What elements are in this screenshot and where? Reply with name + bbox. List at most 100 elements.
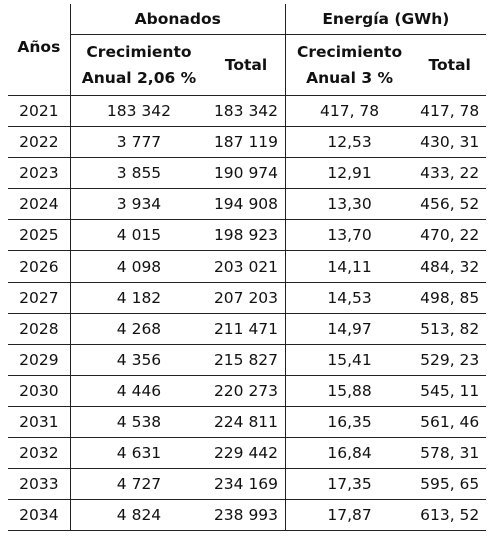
- year-cell: 2032: [8, 437, 71, 470]
- year-cell: 2025: [8, 219, 71, 252]
- energia-total-cell: 513, 82: [413, 313, 486, 345]
- abonados-total-cell: 211 471: [207, 313, 286, 345]
- energia-growth-cell: 14,53: [285, 282, 414, 314]
- header-row-sub: Crecimiento Anual 2,06 % Total Crecimien…: [8, 34, 486, 96]
- table-row: 2029 4 356 215 827 15,41 529, 23: [8, 344, 486, 376]
- abonados-growth-line1: Crecimiento: [86, 43, 192, 61]
- energia-growth-cell: 12,91: [285, 157, 414, 190]
- energia-growth-cell: 12,53: [285, 126, 414, 159]
- abonados-growth-cell: 3 777: [70, 126, 208, 159]
- abonados-total-cell: 194 908: [207, 188, 286, 221]
- abonados-total-cell: 203 021: [207, 250, 286, 283]
- table-row: 2028 4 268 211 471 14,97 513, 82: [8, 313, 486, 345]
- table-row: 2027 4 182 207 203 14,53 498, 85: [8, 282, 486, 314]
- table-row: 2025 4 015 198 923 13,70 470, 22: [8, 219, 486, 252]
- energia-total-cell: 561, 46: [413, 406, 486, 439]
- energia-growth-cell: 417, 78: [285, 95, 414, 128]
- energia-growth-cell: 16,84: [285, 437, 414, 470]
- abonados-growth-cell: 4 538: [70, 406, 208, 439]
- year-cell: 2022: [8, 126, 71, 159]
- energia-total-cell: 417, 78: [413, 95, 486, 128]
- table-body: 2021 183 342 183 342 417, 78 417, 78 2022 3 77…: [8, 95, 486, 532]
- energia-growth-cell: 17,35: [285, 468, 414, 501]
- table-header: Años Abonados Energía (GWh) Crecimiento …: [8, 4, 486, 96]
- abonados-total-cell: 198 923: [207, 219, 286, 252]
- table-row: 2033 4 727 234 169 17,35 595, 65: [8, 468, 486, 501]
- table-row: 2026 4 098 203 021 14,11 484, 32: [8, 250, 486, 283]
- abonados-growth-line2: Anual 2,06 %: [81, 69, 197, 87]
- abonados-growth-cell: 183 342: [70, 95, 208, 128]
- energia-total-cell: 498, 85: [413, 282, 486, 314]
- year-cell: 2024: [8, 188, 71, 221]
- energia-growth-cell: 13,70: [285, 219, 414, 252]
- energia-total-cell: 529, 23: [413, 344, 486, 376]
- abonados-total-cell: 187 119: [207, 126, 286, 159]
- year-cell: 2034: [8, 499, 71, 532]
- energia-total-cell: 578, 31: [413, 437, 486, 470]
- energia-total-cell: 484, 32: [413, 250, 486, 283]
- abonados-growth-cell: 4 446: [70, 375, 208, 407]
- year-cell: 2030: [8, 375, 71, 407]
- energia-total-cell: 595, 65: [413, 468, 486, 501]
- abonados-growth-header: Crecimiento Anual 2,06 %: [70, 34, 208, 96]
- energia-growth-cell: 17,87: [285, 499, 414, 532]
- header-row-top: Años Abonados Energía (GWh): [8, 4, 486, 96]
- energia-growth-header: Crecimiento Anual 3 %: [285, 34, 414, 96]
- abonados-growth-cell: 4 268: [70, 313, 208, 345]
- table-row: 2022 3 777 187 119 12,53 430, 31: [8, 126, 486, 159]
- abonados-growth-cell: 4 356: [70, 344, 208, 376]
- energia-growth-cell: 14,11: [285, 250, 414, 283]
- abonados-total-cell: 238 993: [207, 499, 286, 532]
- energia-growth-cell: 15,41: [285, 344, 414, 376]
- table-row: 2030 4 446 220 273 15,88 545, 11: [8, 375, 486, 407]
- abonados-growth-cell: 4 182: [70, 282, 208, 314]
- energia-header: Energía (GWh): [285, 4, 486, 35]
- energia-total-cell: 430, 31: [413, 126, 486, 159]
- energia-growth-cell: 16,35: [285, 406, 414, 439]
- abonados-total-cell: 215 827: [207, 344, 286, 376]
- abonados-total-cell: 224 811: [207, 406, 286, 439]
- abonados-total-cell: 220 273: [207, 375, 286, 407]
- projection-table: Años Abonados Energía (GWh) Crecimiento …: [8, 4, 486, 532]
- year-cell: 2021: [8, 95, 71, 128]
- energia-growth-line1: Crecimiento: [297, 43, 403, 61]
- abonados-total-cell: 234 169: [207, 468, 286, 501]
- abonados-growth-cell: 4 015: [70, 219, 208, 252]
- abonados-total-cell: 207 203: [207, 282, 286, 314]
- year-cell: 2033: [8, 468, 71, 501]
- table-row: 2024 3 934 194 908 13,30 456, 52: [8, 188, 486, 221]
- year-cell: 2029: [8, 344, 71, 376]
- energia-growth-cell: 15,88: [285, 375, 414, 407]
- abonados-growth-cell: 4 098: [70, 250, 208, 283]
- table-row: 2021 183 342 183 342 417, 78 417, 78: [8, 95, 486, 128]
- energia-total-cell: 613, 52: [413, 499, 486, 532]
- years-header: Años: [8, 4, 71, 96]
- energia-growth-cell: 14,97: [285, 313, 414, 345]
- abonados-total-cell: 229 442: [207, 437, 286, 470]
- abonados-total-cell: 190 974: [207, 157, 286, 190]
- year-cell: 2027: [8, 282, 71, 314]
- year-cell: 2023: [8, 157, 71, 190]
- table-row: 2032 4 631 229 442 16,84 578, 31: [8, 437, 486, 470]
- abonados-growth-cell: 3 855: [70, 157, 208, 190]
- abonados-growth-cell: 3 934: [70, 188, 208, 221]
- energia-total-cell: 545, 11: [413, 375, 486, 407]
- table-row: 2023 3 855 190 974 12,91 433, 22: [8, 157, 486, 190]
- energia-total-header: Total: [413, 34, 486, 96]
- abonados-growth-cell: 4 631: [70, 437, 208, 470]
- abonados-growth-cell: 4 727: [70, 468, 208, 501]
- abonados-total-header: Total: [207, 34, 286, 96]
- energia-growth-line2: Anual 3 %: [306, 69, 394, 87]
- year-cell: 2026: [8, 250, 71, 283]
- energia-total-cell: 470, 22: [413, 219, 486, 252]
- energia-growth-cell: 13,30: [285, 188, 414, 221]
- table-row: 2031 4 538 224 811 16,35 561, 46: [8, 406, 486, 439]
- year-cell: 2028: [8, 313, 71, 345]
- abonados-total-cell: 183 342: [207, 95, 286, 128]
- abonados-header: Abonados: [70, 4, 286, 35]
- abonados-growth-cell: 4 824: [70, 499, 208, 532]
- energia-total-cell: 433, 22: [413, 157, 486, 190]
- energia-total-cell: 456, 52: [413, 188, 486, 221]
- year-cell: 2031: [8, 406, 71, 439]
